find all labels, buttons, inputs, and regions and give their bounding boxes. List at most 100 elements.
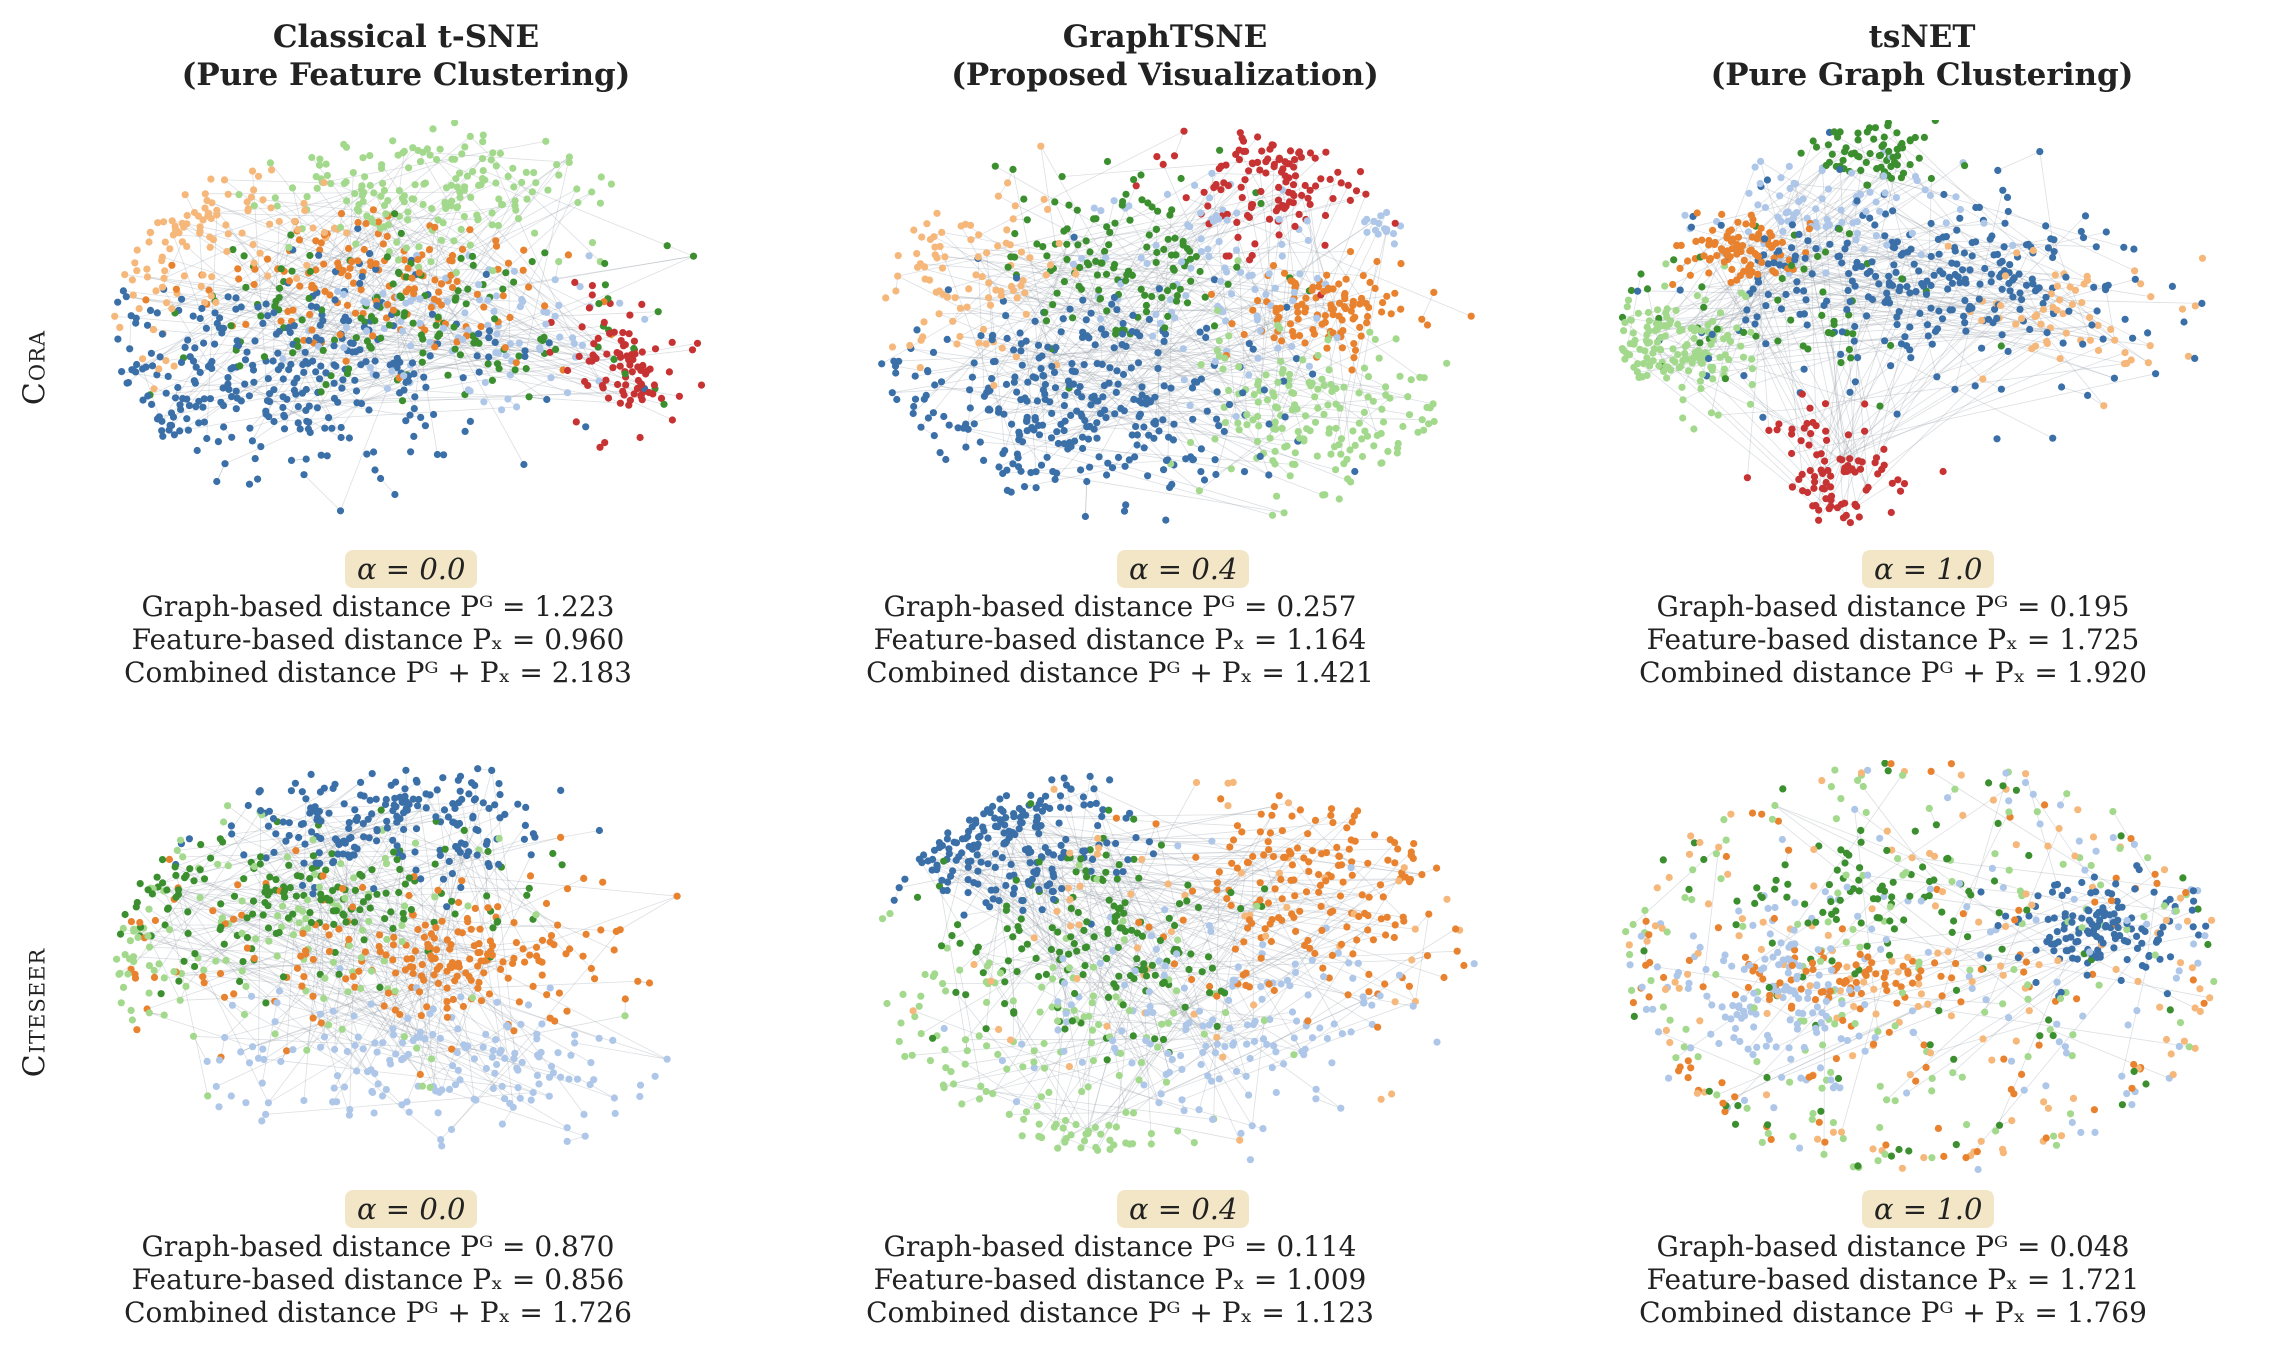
node-point — [1748, 381, 1756, 389]
node-point — [165, 426, 173, 434]
node-point — [133, 360, 141, 369]
node-point — [162, 357, 170, 365]
node-point — [1894, 476, 1902, 484]
node-point — [1232, 412, 1240, 421]
node-point — [1827, 492, 1836, 500]
node-point — [574, 198, 582, 207]
node-point — [1851, 501, 1859, 509]
node-point — [502, 351, 510, 360]
node-point — [478, 155, 487, 163]
node-point — [1883, 241, 1891, 249]
node-point — [235, 191, 243, 199]
graph-edge — [258, 1057, 519, 1088]
node-point — [953, 340, 961, 348]
node-point — [1734, 246, 1742, 254]
node-point — [1224, 182, 1232, 190]
node-point — [1182, 194, 1190, 202]
node-point — [1743, 474, 1751, 482]
node-point — [317, 1019, 325, 1027]
node-point — [279, 355, 287, 363]
node-point — [1320, 288, 1328, 296]
graph-edge — [1085, 481, 1088, 517]
node-point — [447, 181, 455, 189]
node-point — [689, 252, 698, 260]
node-point — [920, 318, 928, 326]
node-point — [256, 249, 264, 257]
node-point — [1113, 367, 1121, 375]
node-point — [357, 314, 365, 322]
node-point — [1017, 340, 1025, 348]
node-point — [1283, 442, 1291, 450]
graph-edge — [206, 194, 363, 305]
node-point — [2043, 337, 2051, 346]
node-point — [1265, 215, 1274, 223]
node-point — [941, 253, 949, 261]
node-point — [1061, 417, 1069, 425]
node-point — [1321, 312, 1329, 320]
node-point — [970, 359, 978, 367]
node-point — [330, 342, 338, 350]
node-point — [147, 229, 155, 237]
node-point — [1205, 253, 1213, 261]
node-point — [1140, 423, 1148, 431]
node-point — [306, 267, 314, 276]
node-point — [122, 293, 130, 301]
node-point — [1349, 427, 1357, 435]
graph-edge — [321, 1022, 368, 1072]
node-point — [1180, 376, 1188, 384]
graph-edge — [1051, 384, 1332, 439]
graph-edge — [253, 959, 502, 1051]
node-point — [1737, 342, 1745, 350]
node-point — [1313, 314, 1321, 322]
node-point — [274, 366, 282, 374]
node-point — [1358, 435, 1366, 443]
node-point — [439, 219, 447, 227]
node-point — [1118, 341, 1126, 349]
node-point — [1706, 254, 1715, 263]
node-point — [614, 380, 622, 389]
node-point — [1698, 370, 1706, 378]
node-point — [1696, 339, 1704, 347]
node-point — [917, 423, 925, 431]
node-point — [285, 277, 294, 285]
graph-edge — [190, 356, 342, 438]
node-point — [289, 349, 297, 357]
graph-edge — [1691, 241, 1893, 329]
node-point — [1692, 237, 1700, 245]
node-point — [991, 357, 999, 365]
node-point — [268, 166, 276, 174]
node-point — [1643, 285, 1652, 293]
node-point — [1887, 362, 1895, 370]
node-point — [1154, 364, 1162, 372]
node-point — [628, 368, 636, 376]
node-point — [1360, 364, 1369, 372]
graph-edge — [359, 873, 472, 930]
node-point — [496, 791, 504, 799]
node-point — [1714, 411, 1722, 419]
node-point — [344, 272, 352, 280]
node-point — [474, 765, 482, 773]
node-point — [464, 386, 472, 394]
node-point — [1637, 270, 1645, 278]
node-point — [1018, 361, 1026, 369]
node-point — [206, 395, 214, 403]
graph-edge — [421, 254, 545, 338]
graph-edge — [1954, 190, 2004, 390]
node-point — [547, 1062, 556, 1070]
graph-edge — [522, 270, 603, 386]
node-point — [396, 292, 404, 300]
node-point — [320, 260, 328, 268]
node-point — [1896, 487, 1905, 495]
node-point — [1745, 189, 1753, 197]
node-point — [878, 360, 886, 368]
node-point — [1972, 203, 1980, 212]
node-point — [1951, 270, 1959, 279]
node-point — [1748, 355, 1756, 363]
node-point — [2137, 280, 2145, 288]
node-point — [1197, 248, 1205, 256]
node-point — [1191, 181, 1199, 189]
node-point — [304, 425, 312, 433]
node-point — [1645, 317, 1653, 325]
node-point — [1866, 150, 1874, 158]
graph-edge — [275, 197, 407, 304]
